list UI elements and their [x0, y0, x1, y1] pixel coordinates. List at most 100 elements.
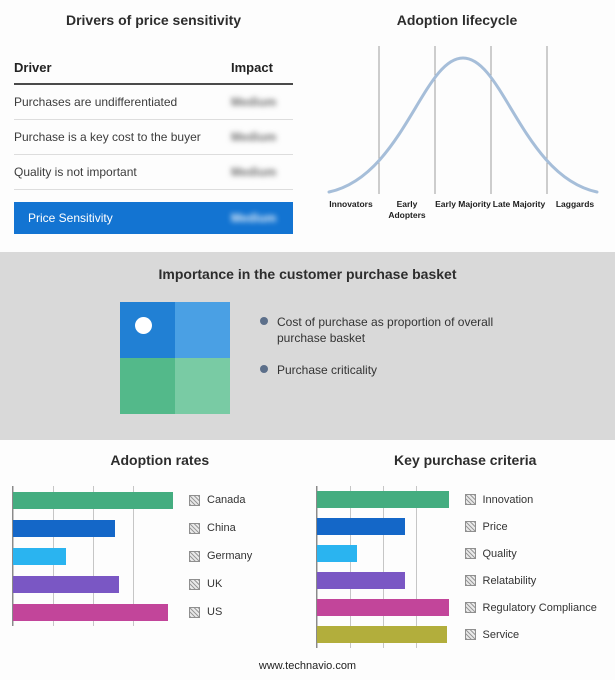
bullet-text: Purchase criticality	[277, 363, 378, 378]
matrix-quadrant-top-right	[175, 302, 230, 358]
price-sensitivity-impact: Medium	[231, 211, 277, 225]
lifecycle-title: Adoption lifecycle	[396, 12, 518, 28]
purchase-criteria-chart: Innovation Price Quality Relatability Regula…	[315, 486, 615, 648]
adoption-rates-legend: Canada China Germany UK US	[189, 486, 252, 626]
drivers-panel: Drivers of price sensitivity Driver Impa…	[0, 0, 305, 252]
legend-label: Regulatory Compliance	[482, 601, 597, 614]
legend-swatch-icon	[189, 550, 200, 562]
bar-regulatory-compliance	[316, 599, 449, 616]
drivers-table: Driver Impact Purchases are undifferenti…	[14, 54, 293, 234]
purchase-criteria-plot	[315, 486, 449, 648]
drivers-table-header: Driver Impact	[14, 54, 293, 85]
impact-column-header: Impact	[231, 60, 273, 75]
bar-innovation	[316, 491, 449, 508]
driver-row: Quality is not important Medium	[14, 155, 293, 190]
top-section: Drivers of price sensitivity Driver Impa…	[0, 0, 615, 252]
legend-label: UK	[207, 578, 223, 590]
bullet-dot-icon	[260, 317, 268, 325]
legend-item: Germany	[189, 542, 252, 570]
driver-cell: Quality is not important	[14, 165, 137, 179]
impact-cell: Medium	[231, 95, 277, 109]
basket-bullet: Cost of purchase as proportion of overal…	[260, 314, 495, 346]
legend-label: Germany	[207, 550, 253, 562]
bar-row	[316, 540, 449, 567]
bell-curve-path	[327, 56, 599, 194]
driver-cell: Purchase is a key cost to the buyer	[14, 130, 201, 144]
bullet-text: Cost of purchase as proportion of overal…	[277, 315, 494, 346]
matrix-quadrant-bottom-left	[120, 358, 175, 414]
stage-label: Early Adopters	[388, 199, 426, 221]
stage-label: Laggards	[555, 199, 595, 209]
bar-row	[316, 621, 449, 648]
adoption-rates-panel: Adoption rates Canada China Germany UK US	[0, 452, 308, 648]
bar-row	[13, 486, 173, 514]
basket-content: Cost of purchase as proportion of overal…	[0, 302, 615, 414]
legend-item: China	[189, 514, 252, 542]
legend-item: Regulatory Compliance	[464, 594, 597, 621]
legend-swatch-icon	[189, 578, 200, 590]
stage-label: Innovators	[329, 199, 373, 209]
legend-item: Service	[464, 621, 597, 648]
legend-label: China	[207, 522, 236, 534]
bar-row	[13, 598, 173, 626]
legend-item: US	[189, 598, 252, 626]
importance-matrix	[120, 302, 230, 414]
adoption-rates-title: Adoption rates	[110, 452, 210, 468]
impact-cell: Medium	[231, 130, 277, 144]
bar-germany	[13, 547, 66, 565]
legend-label: Relatability	[482, 574, 537, 587]
basket-bullet-list: Cost of purchase as proportion of overal…	[260, 302, 495, 414]
purchase-criteria-title: Key purchase criteria	[394, 452, 537, 468]
driver-column-header: Driver	[14, 60, 52, 75]
legend-swatch-icon	[464, 602, 476, 613]
impact-cell: Medium	[231, 165, 277, 179]
legend-label: Innovation	[482, 493, 534, 506]
legend-swatch-icon	[189, 494, 200, 506]
stage-label: Late Majority	[492, 199, 546, 209]
legend-swatch-icon	[464, 521, 476, 532]
bar-uk	[13, 575, 119, 593]
legend-item: Price	[464, 513, 597, 540]
website-url: www.technavio.com	[258, 660, 357, 672]
bar-row	[316, 486, 449, 513]
drivers-panel-title: Drivers of price sensitivity	[65, 12, 242, 28]
basket-panel: Importance in the customer purchase bask…	[0, 252, 615, 440]
legend-label: Service	[482, 628, 520, 641]
stage-label: Early Majority	[435, 199, 491, 209]
bar-row	[13, 570, 173, 598]
price-sensitivity-label: Price Sensitivity	[28, 211, 113, 225]
price-sensitivity-row: Price Sensitivity Medium	[14, 202, 293, 234]
bottom-section: Adoption rates Canada China Germany UK US Ke…	[0, 440, 615, 648]
bar-service	[316, 626, 448, 643]
legend-swatch-icon	[464, 575, 476, 586]
matrix-quadrant-top-left	[120, 302, 175, 358]
bar-us	[13, 603, 169, 621]
legend-item: Canada	[189, 486, 252, 514]
bar-relatability	[316, 572, 405, 589]
bar-row	[13, 514, 173, 542]
lifecycle-chart	[323, 44, 603, 199]
matrix-marker-dot	[135, 317, 152, 334]
purchase-criteria-panel: Key purchase criteria Innovation Price Qua…	[308, 452, 615, 648]
bullet-dot-icon	[260, 365, 268, 374]
legend-label: Canada	[207, 494, 246, 506]
legend-item: Relatability	[464, 567, 597, 594]
bar-china	[13, 519, 116, 537]
legend-swatch-icon	[464, 494, 476, 505]
matrix-quadrant-bottom-right	[175, 358, 230, 414]
bar-price	[316, 518, 405, 535]
legend-label: US	[207, 606, 223, 618]
purchase-criteria-legend: Innovation Price Quality Relatability Regula…	[464, 486, 597, 648]
adoption-rates-plot	[12, 486, 173, 626]
adoption-rates-chart: Canada China Germany UK US	[12, 486, 308, 626]
legend-label: Price	[482, 520, 508, 533]
bar-row	[13, 542, 173, 570]
bar-canada	[13, 491, 173, 509]
legend-swatch-icon	[189, 522, 200, 534]
driver-cell: Purchases are undifferentiated	[14, 95, 178, 109]
legend-swatch-icon	[464, 629, 476, 640]
driver-row: Purchase is a key cost to the buyer Mediu…	[14, 120, 293, 155]
bar-row	[316, 567, 449, 594]
drivers-table-body: Purchases are undifferentiated Medium Purc…	[14, 85, 293, 190]
